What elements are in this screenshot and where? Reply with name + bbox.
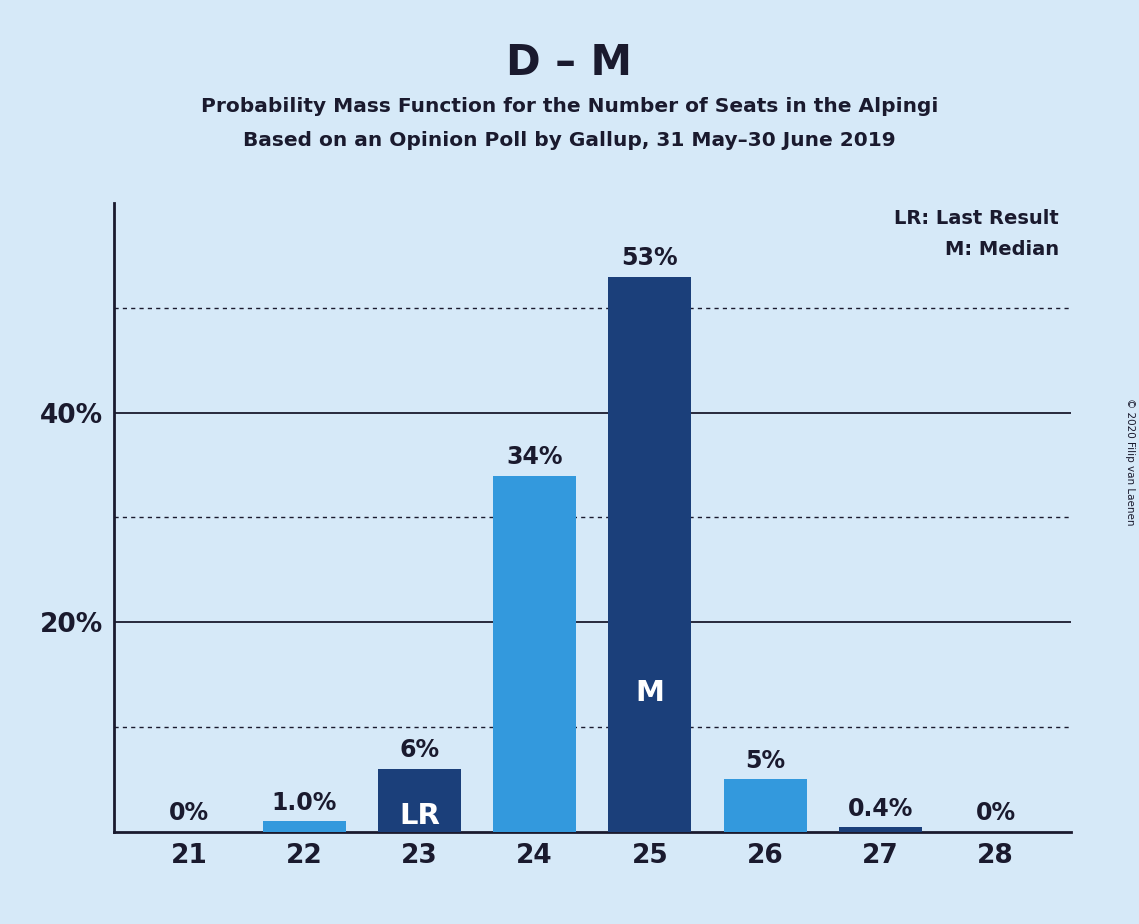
Text: 0.4%: 0.4%	[847, 797, 913, 821]
Text: 34%: 34%	[507, 445, 563, 469]
Text: LR: LR	[399, 802, 440, 830]
Text: M: Median: M: Median	[945, 240, 1059, 259]
Text: Probability Mass Function for the Number of Seats in the Alpingi: Probability Mass Function for the Number…	[200, 97, 939, 116]
Bar	[263, 821, 345, 832]
Bar	[723, 779, 806, 832]
Text: 5%: 5%	[745, 749, 785, 773]
Text: Based on an Opinion Poll by Gallup, 31 May–30 June 2019: Based on an Opinion Poll by Gallup, 31 M…	[244, 131, 895, 151]
Text: 53%: 53%	[622, 247, 678, 271]
Bar	[378, 769, 461, 832]
Text: © 2020 Filip van Laenen: © 2020 Filip van Laenen	[1125, 398, 1134, 526]
Text: 1.0%: 1.0%	[271, 791, 337, 815]
Text: 0%: 0%	[976, 801, 1016, 825]
Text: M: M	[636, 679, 664, 707]
Text: 6%: 6%	[400, 738, 440, 762]
Text: D – M: D – M	[507, 42, 632, 83]
Bar	[493, 476, 576, 832]
Bar	[839, 827, 921, 832]
Text: 0%: 0%	[169, 801, 208, 825]
Text: LR: Last Result: LR: Last Result	[894, 209, 1059, 227]
Bar	[608, 276, 691, 832]
